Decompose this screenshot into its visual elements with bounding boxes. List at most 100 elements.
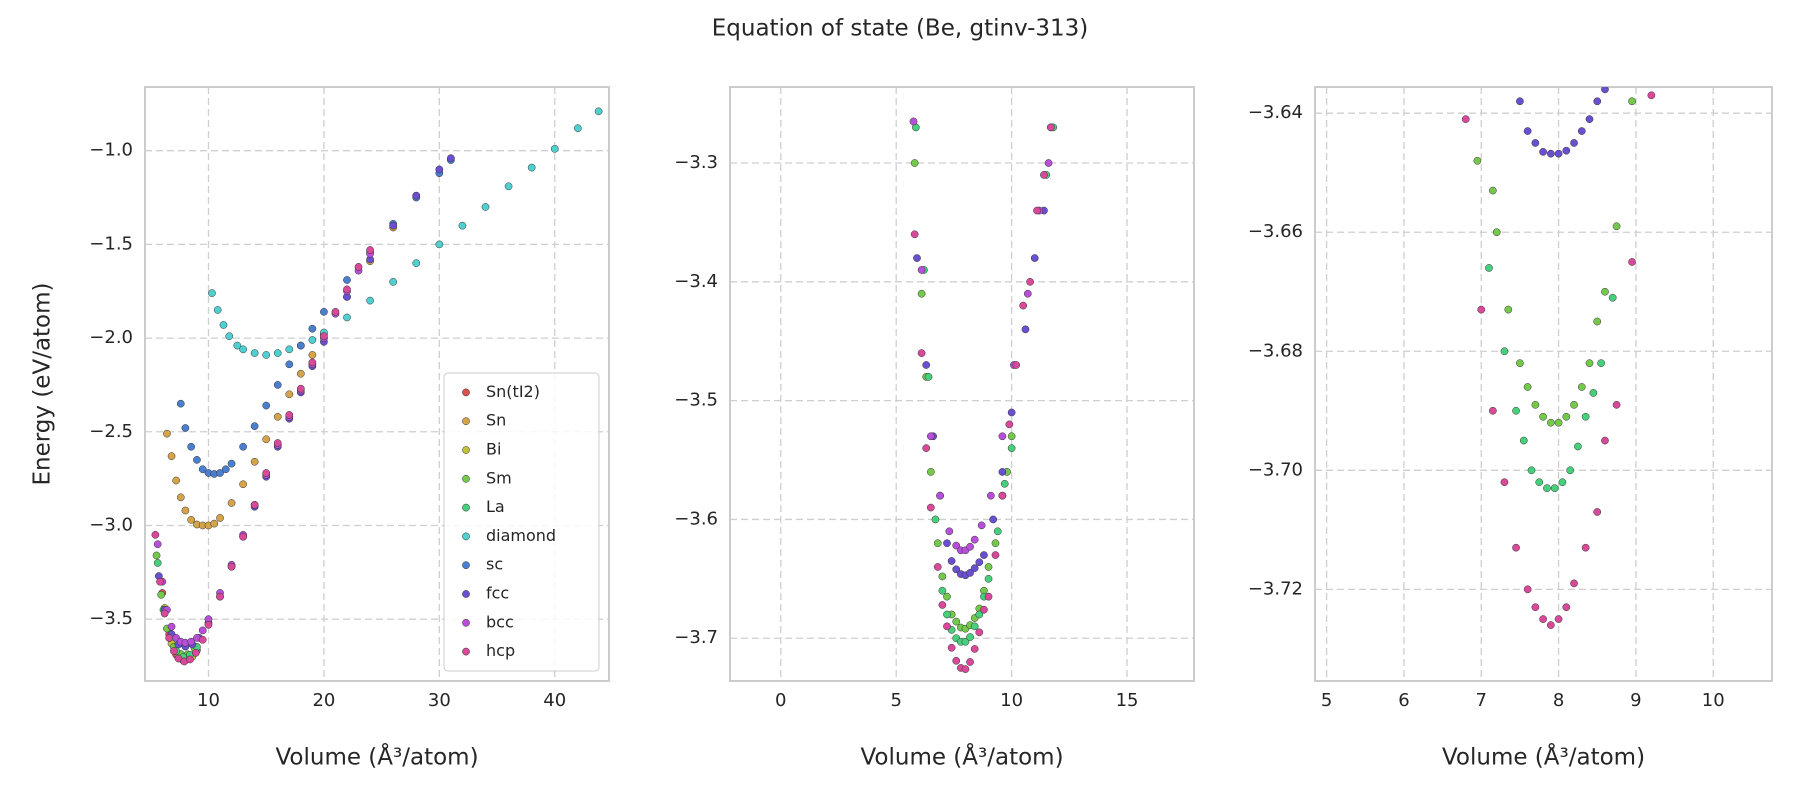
data-point bbox=[204, 620, 213, 629]
data-point bbox=[285, 390, 294, 399]
data-point bbox=[198, 626, 207, 635]
x-tick-label: 10 bbox=[1000, 690, 1023, 711]
data-point bbox=[1608, 293, 1617, 302]
data-point bbox=[966, 658, 974, 666]
data-point bbox=[917, 266, 926, 274]
legend-marker bbox=[462, 503, 470, 512]
data-point bbox=[262, 435, 271, 444]
data-point bbox=[1512, 406, 1520, 415]
data-point bbox=[1647, 91, 1656, 100]
data-point bbox=[198, 635, 207, 644]
data-point bbox=[308, 336, 317, 344]
data-point bbox=[208, 289, 216, 297]
data-point bbox=[227, 562, 236, 571]
data-point bbox=[225, 332, 234, 341]
data-point bbox=[952, 656, 961, 665]
y-tick-label: −3.6 bbox=[674, 508, 718, 529]
data-point bbox=[153, 559, 162, 567]
data-point bbox=[936, 491, 944, 500]
data-point bbox=[1033, 206, 1041, 215]
data-point bbox=[1597, 359, 1605, 368]
y-tick-label: −2.0 bbox=[89, 327, 133, 348]
data-point bbox=[1546, 621, 1555, 629]
data-point bbox=[970, 535, 979, 544]
data-point bbox=[216, 514, 224, 522]
x-tick-label: 40 bbox=[543, 690, 566, 711]
y-tick-label: −3.66 bbox=[1248, 221, 1303, 242]
data-point bbox=[993, 527, 1002, 536]
data-point bbox=[975, 610, 984, 619]
data-point bbox=[1585, 115, 1594, 123]
y-tick-label: −3.5 bbox=[89, 608, 133, 629]
data-point bbox=[980, 605, 988, 614]
data-point bbox=[1589, 389, 1598, 397]
data-point bbox=[998, 432, 1007, 441]
data-point bbox=[191, 649, 200, 657]
data-point bbox=[1044, 159, 1053, 167]
data-point bbox=[285, 345, 294, 354]
data-point bbox=[527, 163, 536, 172]
data-point bbox=[504, 182, 513, 191]
data-point bbox=[198, 465, 207, 474]
legend-label: La bbox=[486, 497, 505, 516]
y-tick-label: −3.4 bbox=[674, 271, 718, 292]
data-point bbox=[273, 349, 282, 357]
points bbox=[1461, 87, 1656, 629]
data-point bbox=[952, 617, 961, 626]
data-point bbox=[1504, 305, 1513, 314]
y-tick-label: −3.5 bbox=[674, 390, 718, 411]
data-point bbox=[1581, 412, 1590, 421]
data-point bbox=[213, 306, 222, 314]
data-point bbox=[909, 117, 918, 126]
data-point bbox=[938, 572, 947, 581]
data-point bbox=[1516, 359, 1524, 368]
data-point bbox=[308, 324, 317, 333]
legend-box bbox=[443, 372, 600, 672]
data-point bbox=[163, 429, 171, 438]
data-point bbox=[926, 468, 935, 476]
data-point bbox=[917, 349, 926, 357]
data-point bbox=[389, 278, 398, 286]
x-tick-label: 10 bbox=[197, 690, 220, 711]
data-point bbox=[922, 444, 931, 453]
data-point bbox=[1047, 123, 1055, 132]
subplot: 10 20 30 40 −3.5 −3.0 −2.5 −2.0 −1.5 −1.0 Volume (… bbox=[30, 86, 610, 771]
legend-marker bbox=[462, 446, 470, 454]
data-point bbox=[913, 254, 921, 262]
data-point bbox=[550, 144, 559, 153]
data-point bbox=[1585, 359, 1594, 368]
data-point bbox=[1566, 466, 1575, 475]
data-point bbox=[961, 637, 970, 646]
data-point bbox=[172, 476, 181, 485]
data-point bbox=[970, 622, 979, 631]
data-point bbox=[1007, 444, 1016, 453]
data-point bbox=[435, 165, 444, 174]
data-point bbox=[1539, 148, 1547, 156]
data-point bbox=[435, 240, 444, 249]
data-point bbox=[219, 321, 228, 329]
data-point bbox=[250, 349, 259, 357]
data-point bbox=[926, 503, 935, 512]
data-point bbox=[296, 341, 305, 350]
data-point bbox=[262, 351, 271, 359]
data-point bbox=[1489, 186, 1497, 195]
data-point bbox=[170, 647, 178, 655]
data-point bbox=[343, 276, 351, 284]
data-point bbox=[910, 230, 919, 239]
data-point bbox=[1531, 139, 1540, 147]
data-point bbox=[227, 459, 236, 468]
data-point bbox=[447, 154, 455, 163]
legend-marker bbox=[462, 590, 470, 598]
legend-label: bcc bbox=[486, 612, 514, 631]
data-point bbox=[1539, 615, 1547, 623]
data-point bbox=[1000, 479, 1009, 488]
subplot: 0 5 10 15 −3.7 −3.6 −3.5 −3.4 −3.3 Volume (Å³/ato… bbox=[674, 86, 1195, 771]
data-point bbox=[273, 439, 282, 447]
data-point bbox=[1021, 325, 1030, 334]
data-point bbox=[1546, 149, 1555, 158]
data-point bbox=[250, 422, 259, 431]
data-point bbox=[285, 360, 294, 369]
data-point bbox=[975, 558, 984, 567]
data-point bbox=[924, 373, 933, 381]
